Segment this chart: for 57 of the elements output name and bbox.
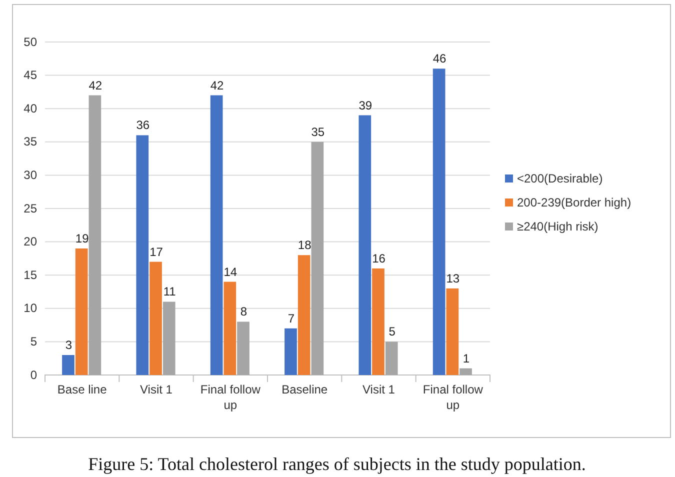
legend-label: <200(Desirable) <box>517 172 603 186</box>
data-label: 11 <box>163 284 176 299</box>
data-label: 42 <box>210 78 224 92</box>
bar <box>446 288 459 375</box>
bar <box>237 322 250 375</box>
y-tick-label: 0 <box>30 368 38 382</box>
data-label: 16 <box>372 251 386 266</box>
bar <box>385 342 398 375</box>
y-tick-label: 35 <box>24 134 38 149</box>
data-label: 7 <box>288 311 295 326</box>
bar <box>224 282 236 375</box>
data-label: 8 <box>240 304 248 319</box>
data-label: 35 <box>311 124 325 139</box>
data-label: 1 <box>462 351 470 366</box>
bar <box>210 95 223 375</box>
data-label: 17 <box>150 244 164 259</box>
x-tick-label: Visit 1 <box>362 382 396 397</box>
data-label: 13 <box>446 271 460 286</box>
data-label: 39 <box>358 98 372 112</box>
bar <box>460 368 472 375</box>
bar <box>284 328 297 375</box>
data-label: 36 <box>136 118 150 132</box>
y-tick-label: 20 <box>24 234 38 249</box>
data-label: 14 <box>224 264 238 279</box>
y-tick-label: 5 <box>30 334 38 349</box>
data-label: 42 <box>88 78 102 92</box>
bar <box>372 268 384 375</box>
bar <box>88 95 102 375</box>
y-tick-label: 15 <box>24 268 38 282</box>
x-tick-label: Baseline <box>282 382 328 397</box>
y-tick-label: 45 <box>24 68 38 82</box>
text: Figure 5: Total cholesterol ranges of subjects in the study population. <box>88 454 586 474</box>
x-tick-label: Final follow up <box>200 382 261 412</box>
bar <box>358 115 372 375</box>
bar <box>298 255 310 375</box>
legend-label: ≥240(High risk) <box>517 220 598 234</box>
data-label: 18 <box>298 238 312 252</box>
y-tick-label: 10 <box>24 301 38 316</box>
y-tick-label: 30 <box>24 168 38 182</box>
data-label: 19 <box>75 231 90 246</box>
bar <box>150 262 162 375</box>
bar <box>75 248 88 375</box>
x-tick-label: Base line <box>57 382 108 397</box>
bar <box>136 135 149 375</box>
bar <box>62 355 74 375</box>
y-tick-label: 40 <box>24 101 38 116</box>
bar <box>432 68 446 375</box>
legend-label: 200-239(Border high) <box>517 196 632 210</box>
x-tick-label: Final follow up <box>422 382 484 412</box>
x-tick-label: Visit 1 <box>140 382 173 397</box>
data-label: 3 <box>65 338 72 352</box>
data-label: 46 <box>432 52 447 66</box>
data-label: 5 <box>388 324 396 339</box>
bar <box>311 142 324 375</box>
y-tick-label: 25 <box>24 201 38 216</box>
bar <box>162 302 176 375</box>
y-tick-label: 50 <box>24 34 38 49</box>
